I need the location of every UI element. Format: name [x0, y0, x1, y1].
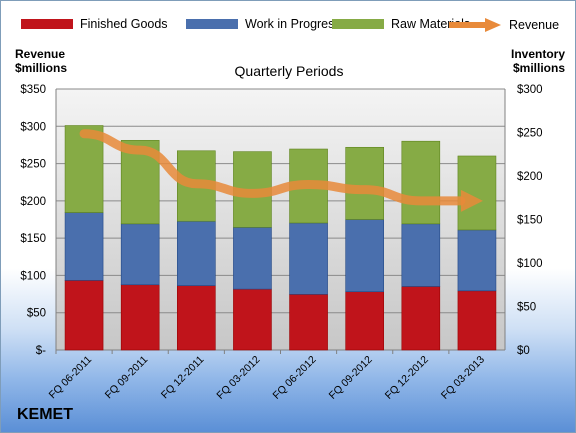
revenue-line	[79, 129, 466, 206]
bar-finished-goods	[289, 294, 328, 351]
legend-swatch-finished-goods	[21, 19, 73, 29]
left-axis-title-line1: Revenue	[15, 47, 66, 61]
legend-arrow-revenue	[449, 18, 501, 32]
x-tick-label: FQ 06-2011	[47, 354, 95, 402]
left-tick-label: $350	[20, 84, 46, 96]
legend-label-revenue: Revenue	[509, 18, 560, 32]
legend-item-revenue: Revenue	[447, 17, 559, 33]
right-tick-label: $300	[517, 84, 543, 96]
bar-finished-goods	[120, 284, 160, 351]
left-axis-title: Revenue $millions	[15, 47, 67, 75]
chart-title: Quarterly Periods	[234, 63, 344, 79]
right-tick-label: $200	[517, 171, 543, 183]
bar-finished-goods	[401, 286, 441, 351]
bar-work-in-progress	[345, 219, 384, 293]
right-axis-title-line2: $millions	[512, 61, 565, 75]
bar-work-in-progress	[289, 222, 328, 295]
bar-work-in-progress	[401, 223, 441, 287]
x-tick-label: FQ 06-2012	[271, 354, 319, 402]
right-tick-label: $0	[517, 345, 530, 357]
bar-work-in-progress	[457, 229, 497, 292]
bar-finished-goods	[345, 291, 384, 351]
legend-item-finished-goods: Finished Goods	[21, 17, 168, 31]
bar-work-in-progress	[233, 227, 272, 290]
legend-swatch-work-in-progress	[186, 19, 238, 29]
bar-raw-materials	[345, 146, 384, 220]
right-tick-label: $100	[517, 258, 543, 270]
bar-finished-goods	[64, 280, 104, 351]
x-tick-label: FQ 12-2011	[159, 354, 207, 402]
bar-work-in-progress	[177, 220, 216, 286]
x-tick-label: FQ 09-2011	[103, 354, 151, 402]
bar-work-in-progress	[120, 223, 160, 286]
company-logo-text: KEMET	[17, 406, 73, 423]
left-tick-label: $100	[20, 270, 46, 282]
left-axis-title-line2: $millions	[15, 61, 68, 75]
left-tick-label: $-	[36, 345, 46, 357]
left-tick-label: $150	[20, 233, 46, 245]
bar-raw-materials	[64, 125, 104, 213]
right-tick-label: $250	[517, 128, 543, 140]
right-tick-label: $150	[517, 215, 543, 227]
bar-work-in-progress	[64, 212, 104, 281]
revenue-arrowhead	[460, 189, 483, 212]
legend-label-finished-goods: Finished Goods	[80, 17, 168, 31]
chart-legend: Finished Goods Work in Progress Raw Mate…	[1, 15, 575, 35]
bar-finished-goods	[457, 290, 497, 351]
bar-finished-goods	[233, 288, 272, 351]
legend-label-work-in-progress: Work in Progress	[245, 17, 341, 31]
x-tick-label: FQ 12-2012	[383, 354, 431, 402]
left-tick-label: $50	[27, 308, 46, 320]
x-tick-label: FQ 09-2012	[327, 354, 375, 402]
x-tick-label: FQ 03-2012	[214, 354, 262, 402]
left-tick-label: $200	[20, 196, 46, 208]
right-tick-label: $50	[517, 302, 536, 314]
legend-item-work-in-progress: Work in Progress	[186, 17, 341, 31]
x-tick-label: FQ 03-2013	[439, 354, 487, 402]
left-tick-label: $250	[20, 159, 46, 171]
legend-swatch-raw-materials	[332, 19, 384, 29]
right-axis-title: Inventory $millions	[509, 47, 565, 75]
left-tick-label: $300	[20, 121, 46, 133]
bar-raw-materials	[401, 140, 441, 225]
bar-finished-goods	[177, 285, 216, 351]
right-axis-title-line1: Inventory	[510, 47, 565, 61]
